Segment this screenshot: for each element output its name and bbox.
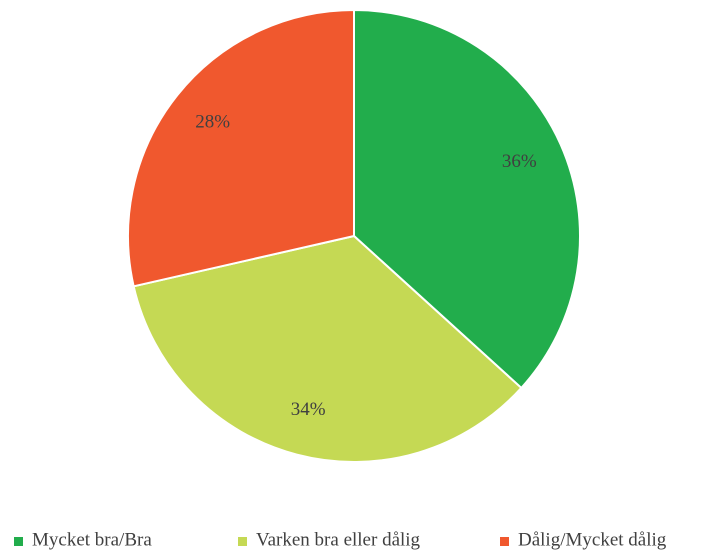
legend-swatch	[238, 537, 247, 546]
pie-slice	[353, 8, 581, 390]
pie-slice	[132, 234, 523, 463]
legend-label: Mycket bra/Bra	[32, 529, 152, 550]
data-label: 34%	[291, 399, 326, 420]
legend-swatch	[500, 537, 509, 546]
legend-label: Varken bra eller dålig	[256, 529, 421, 550]
legend-swatch	[14, 537, 23, 546]
data-label: 36%	[502, 151, 537, 172]
pie-slice	[127, 8, 355, 288]
legend-label: Dålig/Mycket dålig	[518, 529, 667, 550]
data-label: 28%	[195, 112, 230, 133]
